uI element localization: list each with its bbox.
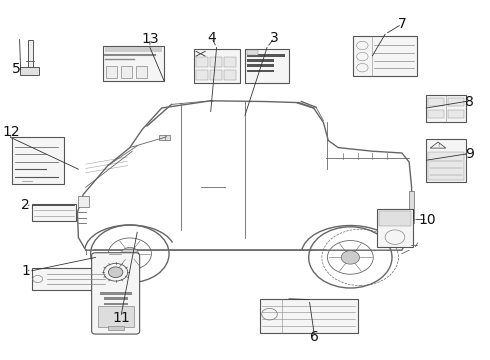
Bar — [247, 54, 285, 57]
Bar — [159, 135, 170, 140]
Bar — [428, 152, 464, 180]
Bar — [377, 209, 413, 247]
Bar — [353, 36, 416, 76]
Text: 7: 7 — [397, 17, 406, 31]
Bar — [196, 71, 208, 80]
Bar — [105, 47, 162, 52]
Text: 8: 8 — [465, 95, 474, 108]
Bar — [103, 302, 128, 305]
Bar — [28, 40, 33, 69]
Bar — [98, 306, 134, 328]
Bar — [428, 98, 444, 106]
Bar — [211, 71, 221, 80]
Text: 12: 12 — [2, 126, 20, 139]
Bar — [106, 66, 117, 78]
Text: 13: 13 — [141, 32, 159, 45]
Bar — [78, 196, 89, 207]
FancyBboxPatch shape — [92, 253, 140, 334]
Text: 2: 2 — [21, 198, 30, 212]
Bar — [247, 71, 274, 72]
Bar — [260, 299, 358, 333]
Bar — [32, 204, 76, 221]
Bar — [247, 50, 259, 55]
Bar — [245, 49, 289, 83]
Circle shape — [108, 267, 123, 278]
Text: 4: 4 — [207, 31, 216, 45]
Bar — [426, 95, 466, 122]
Text: 6: 6 — [310, 330, 319, 343]
Bar — [103, 297, 128, 300]
Bar — [99, 292, 132, 295]
Text: !: ! — [437, 143, 439, 148]
Bar — [103, 46, 164, 81]
Text: 5: 5 — [12, 62, 21, 76]
Bar — [20, 67, 39, 75]
Text: 1: 1 — [21, 264, 30, 278]
Circle shape — [121, 247, 139, 260]
Bar — [247, 64, 274, 67]
Bar — [224, 58, 236, 67]
Bar — [409, 191, 414, 223]
Bar — [196, 58, 208, 67]
Text: 10: 10 — [418, 213, 436, 226]
Bar — [448, 98, 464, 106]
Bar — [211, 58, 221, 67]
Bar — [428, 110, 444, 118]
Bar — [136, 66, 147, 78]
Bar — [426, 139, 466, 182]
Bar — [121, 66, 132, 78]
Bar — [32, 268, 108, 290]
Bar — [379, 211, 411, 226]
Bar — [108, 326, 123, 330]
Text: 3: 3 — [270, 31, 279, 45]
Bar — [224, 71, 236, 80]
Bar — [247, 59, 274, 62]
Bar — [12, 137, 64, 184]
Bar — [448, 110, 464, 118]
Bar — [194, 49, 240, 83]
Text: 11: 11 — [113, 311, 130, 324]
Text: 9: 9 — [465, 147, 474, 161]
Circle shape — [341, 251, 360, 264]
